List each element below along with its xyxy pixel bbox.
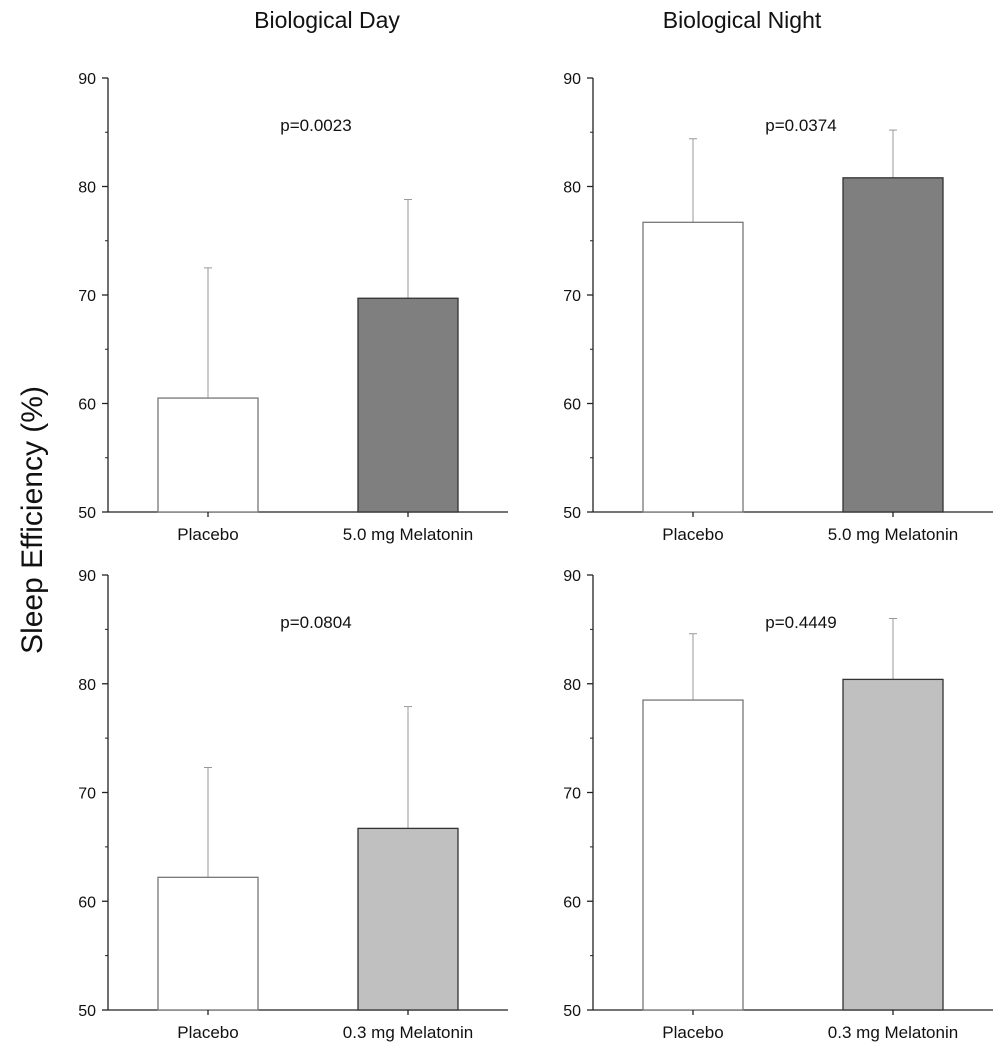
x-category-label: Placebo: [662, 1023, 723, 1042]
y-tick-label: 90: [563, 71, 581, 88]
y-tick-label: 70: [563, 288, 581, 305]
y-tick-label: 90: [78, 71, 96, 88]
x-category-label: 0.3 mg Melatonin: [828, 1023, 958, 1042]
bar-melatonin: [842, 177, 944, 513]
y-tick-label: 60: [563, 397, 581, 414]
p-value-annotation: p=0.0374: [765, 116, 836, 135]
bar-placebo: [157, 397, 259, 513]
bar-placebo: [157, 876, 259, 1011]
x-category-label: Placebo: [662, 525, 723, 544]
y-tick-label: 50: [78, 1003, 96, 1020]
x-category-label: 5.0 mg Melatonin: [343, 525, 473, 544]
y-tick-label: 60: [78, 894, 96, 911]
y-tick-label: 70: [563, 786, 581, 803]
p-value-annotation: p=0.0804: [280, 613, 351, 632]
y-tick-label: 50: [563, 505, 581, 522]
y-tick-label: 50: [78, 505, 96, 522]
y-tick-label: 50: [563, 1003, 581, 1020]
p-value-annotation: p=0.4449: [765, 613, 836, 632]
bar-placebo: [642, 221, 744, 513]
p-value-annotation: p=0.0023: [280, 116, 351, 135]
y-tick-label: 70: [78, 786, 96, 803]
x-category-label: 5.0 mg Melatonin: [828, 525, 958, 544]
y-axis-label: Sleep Efficiency (%): [16, 386, 49, 654]
column-title-biological-night: Biological Night: [663, 7, 822, 33]
panel-top-right: 50 60 70 80 90 Placebo 5.0 mg Melatonin p=0.037…: [563, 71, 993, 544]
panel-bottom-right: 50 60 70 80 90 Placebo 0.3 mg Melatonin p=0.444…: [563, 568, 993, 1042]
x-category-label: Placebo: [177, 1023, 238, 1042]
panel-bottom-left: 50 60 70 80 90 Placebo 0.3 mg Melatonin p=0.080…: [78, 568, 508, 1042]
bar-melatonin: [357, 297, 459, 513]
y-tick-label: 80: [563, 180, 581, 197]
y-tick-label: 70: [78, 288, 96, 305]
y-tick-label: 60: [563, 894, 581, 911]
column-title-biological-day: Biological Day: [254, 7, 400, 33]
y-tick-label: 80: [78, 180, 96, 197]
y-tick-label: 80: [563, 677, 581, 694]
bar-melatonin: [842, 678, 944, 1011]
chart-panels: 50 60 70 80 90 Placebo 5.0 mg Melatonin p=0.002…: [78, 71, 993, 1042]
y-tick-label: 90: [563, 568, 581, 585]
bar-placebo: [642, 699, 744, 1011]
x-category-label: 0.3 mg Melatonin: [343, 1023, 473, 1042]
y-tick-label: 80: [78, 677, 96, 694]
y-tick-label: 60: [78, 397, 96, 414]
y-tick-label: 90: [78, 568, 96, 585]
bar-melatonin: [357, 827, 459, 1011]
panel-top-left: 50 60 70 80 90 Placebo 5.0 mg Melatonin p=0.002…: [78, 71, 508, 544]
x-category-label: Placebo: [177, 525, 238, 544]
